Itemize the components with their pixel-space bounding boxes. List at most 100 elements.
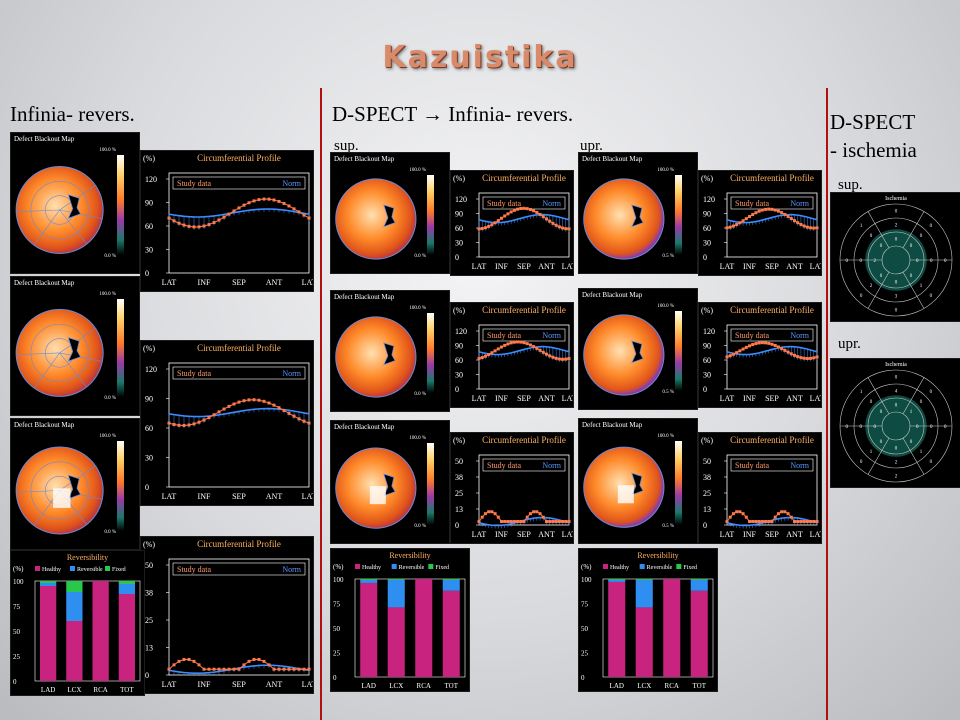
study-point bbox=[257, 657, 261, 661]
segment-value: 1 bbox=[920, 284, 923, 289]
profile-y-tick: 90 bbox=[145, 395, 153, 404]
study-point bbox=[767, 341, 771, 345]
segment-value: 0 bbox=[930, 390, 933, 395]
profile-y-tick: 38 bbox=[703, 473, 711, 482]
study-point bbox=[167, 216, 171, 220]
study-point bbox=[757, 341, 761, 345]
study-point bbox=[780, 347, 784, 351]
study-point bbox=[167, 421, 171, 425]
scale-top-label: 100.0 % bbox=[657, 168, 674, 173]
profile-x-tick: SEP bbox=[232, 492, 246, 501]
study-point bbox=[538, 348, 542, 352]
study-point bbox=[277, 199, 281, 203]
legend-swatch bbox=[639, 564, 645, 569]
study-point bbox=[751, 520, 755, 523]
study-point bbox=[192, 225, 196, 229]
bar-plot-frame bbox=[354, 578, 466, 678]
study-point bbox=[812, 356, 816, 360]
bar-segment-reversible bbox=[608, 579, 626, 582]
bar-plot-frame bbox=[34, 580, 141, 682]
profile-y-tick: 13 bbox=[455, 505, 463, 514]
study-point bbox=[292, 207, 296, 211]
study-point bbox=[496, 515, 500, 519]
study-point bbox=[272, 667, 276, 671]
study-point bbox=[519, 520, 523, 523]
study-point bbox=[528, 207, 532, 211]
profile-x-tick: INF bbox=[743, 262, 756, 271]
study-point bbox=[222, 667, 226, 671]
legend-norm: Norm bbox=[282, 179, 301, 188]
study-point bbox=[767, 520, 771, 523]
study-point bbox=[287, 667, 291, 671]
bullseye-spoke bbox=[902, 437, 925, 475]
study-point bbox=[567, 357, 571, 361]
defect-map-title: Defect Blackout Map bbox=[14, 135, 75, 143]
study-point bbox=[282, 201, 286, 205]
defect-map-title: Defect Blackout Map bbox=[14, 421, 75, 429]
profile-svg: (%) Circumferential Profile 120 90 60 30 0 LAT I… bbox=[143, 153, 313, 287]
legend-norm: Norm bbox=[542, 331, 561, 340]
profile-title: Circumferential Profile bbox=[482, 305, 566, 315]
bar-category: RCA bbox=[665, 682, 679, 690]
color-scale-bar bbox=[675, 311, 682, 391]
profile-panel: (%) Circumferential Profile 50 38 25 13 0 LAT IN… bbox=[140, 536, 314, 694]
study-point bbox=[519, 340, 523, 344]
study-point bbox=[242, 203, 246, 207]
profile-y-tick: 0 bbox=[455, 253, 459, 262]
polar-map bbox=[583, 314, 665, 396]
profile-y-tick: 0 bbox=[145, 483, 149, 492]
legend-swatch bbox=[428, 564, 434, 569]
profile-plot-frame bbox=[478, 454, 570, 526]
study-point bbox=[793, 219, 796, 223]
study-point bbox=[500, 216, 503, 220]
profile-title: Circumferential Profile bbox=[482, 435, 566, 445]
profile-svg: (%) Circumferential Profile 120 90 60 30 0 LAT I… bbox=[453, 305, 573, 403]
segment-value: 2 bbox=[873, 259, 876, 264]
polar-spoke bbox=[59, 352, 87, 388]
color-scale-bar bbox=[427, 443, 434, 525]
ischemia-title: Ischemia bbox=[885, 362, 907, 368]
study-point bbox=[773, 515, 777, 519]
polar-spoke bbox=[16, 490, 60, 493]
study-point bbox=[815, 355, 819, 359]
study-point bbox=[751, 343, 755, 347]
profile-y-tick: 0 bbox=[703, 385, 707, 394]
study-point bbox=[207, 667, 211, 671]
segment-value: 0 bbox=[895, 376, 898, 381]
study-point bbox=[177, 423, 181, 427]
study-point bbox=[541, 515, 545, 519]
bar-category: LAD bbox=[610, 682, 624, 690]
defect-map-title: Defect Blackout Map bbox=[14, 279, 75, 287]
study-point bbox=[172, 422, 176, 426]
study-point bbox=[564, 227, 568, 231]
study-point bbox=[725, 520, 729, 523]
profile-y-tick: 120 bbox=[145, 365, 157, 374]
study-point bbox=[237, 400, 241, 404]
profile-y-tick: 60 bbox=[145, 222, 153, 231]
study-point bbox=[796, 221, 800, 225]
study-point bbox=[297, 210, 301, 214]
study-point bbox=[217, 667, 221, 671]
scale-bottom-label: 0.0 % bbox=[104, 396, 116, 401]
study-point bbox=[292, 667, 296, 671]
legend-label: Healthy bbox=[42, 567, 61, 573]
study-point bbox=[277, 406, 281, 410]
profile-y-tick: 0 bbox=[455, 521, 459, 530]
profile-x-tick: LAT bbox=[302, 492, 313, 501]
legend-norm: Norm bbox=[790, 461, 809, 470]
profile-y-tick: 38 bbox=[455, 473, 463, 482]
segment-value: 2 bbox=[870, 284, 873, 289]
study-point bbox=[748, 215, 751, 219]
profile-plot-frame bbox=[168, 172, 310, 274]
bar-segment-fixed bbox=[387, 579, 405, 580]
profile-x-tick: LAT bbox=[472, 262, 487, 271]
profile-x-tick: SEP bbox=[765, 394, 779, 403]
study-point bbox=[535, 510, 539, 514]
profile-y-tick: 90 bbox=[703, 342, 711, 351]
segment-value: 0 bbox=[895, 446, 898, 451]
reversibility-panel: Reversibility (%) Healthy Reversible Fixed 10… bbox=[330, 548, 470, 692]
study-point bbox=[522, 206, 526, 210]
profile-panel: (%) Circumferential Profile 120 90 60 30 0 LAT I… bbox=[140, 340, 314, 506]
ischemia-title: Ischemia bbox=[885, 196, 907, 202]
profile-x-tick: LAT bbox=[162, 680, 177, 689]
